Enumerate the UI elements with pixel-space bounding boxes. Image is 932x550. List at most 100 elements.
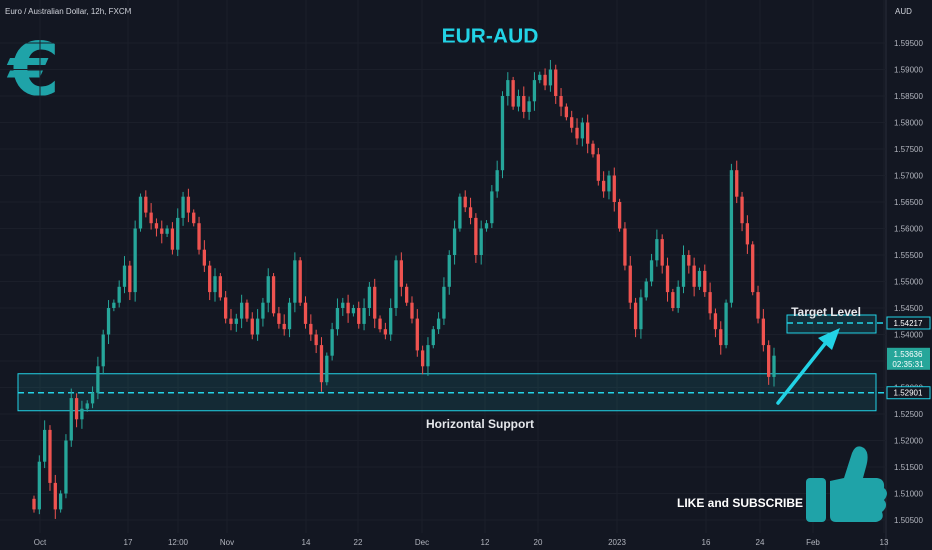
candle-body <box>389 308 393 335</box>
chart-title: EUR-AUD <box>442 25 539 48</box>
x-tick-label: 12:00 <box>168 538 189 547</box>
candle-body <box>208 265 212 293</box>
candle-body <box>633 302 638 330</box>
candle-body <box>697 270 702 287</box>
symbol-info: Euro / Australian Dollar, 12h, FXCM <box>5 7 132 16</box>
time-axis[interactable]: Oct 17 12:00 Nov 14 22 Dec 12 20 2023 16 24 Feb 13 <box>34 538 889 547</box>
candle-body <box>484 223 489 229</box>
target-price-tag-box <box>886 316 931 330</box>
candle-body <box>500 96 505 171</box>
candle-body <box>463 196 467 208</box>
candle-body <box>309 323 313 335</box>
candle-body <box>708 292 712 314</box>
current-price-tag: 1.53636 <box>894 350 923 359</box>
candle-body <box>170 228 175 250</box>
y-tick-label: 1.57500 <box>894 145 923 154</box>
candle-body <box>719 329 723 346</box>
candle-body <box>90 392 95 404</box>
candle-body <box>122 265 127 287</box>
candle-body <box>293 260 297 303</box>
candle-body <box>559 96 563 107</box>
candle-body <box>724 302 728 346</box>
candle-body <box>495 170 499 192</box>
target-level-label: Target Level <box>791 305 861 319</box>
candle-body <box>346 302 350 314</box>
candle-body <box>548 69 553 86</box>
y-tick-label: 1.52500 <box>894 410 923 419</box>
candle-body <box>580 122 584 139</box>
candle-body <box>149 212 153 224</box>
candle-body <box>144 196 148 213</box>
candle-body <box>586 122 590 144</box>
candle-body <box>197 223 201 250</box>
candle-body <box>58 493 63 510</box>
support-price-tag: 1.52901 <box>894 389 923 398</box>
candle-body <box>607 175 611 192</box>
candle-body <box>692 265 696 287</box>
candle-body <box>474 217 478 255</box>
candle-body <box>655 239 659 261</box>
candle-body <box>314 334 318 346</box>
candle-body <box>357 308 361 324</box>
candle-body <box>511 80 515 107</box>
thumbs-up-icon[interactable] <box>806 446 887 522</box>
candle-body <box>261 302 265 319</box>
candle-body <box>298 260 302 303</box>
candle-body <box>117 286 121 303</box>
candle-body <box>330 329 334 356</box>
candle-body <box>351 308 356 314</box>
candle-body <box>506 80 510 96</box>
price-axis[interactable]: 1.59500 1.59000 1.58500 1.58000 1.57500 1.570… <box>886 39 931 525</box>
candle-body <box>165 228 169 234</box>
current-price-box <box>887 347 930 370</box>
y-tick-label: 1.56000 <box>894 225 923 234</box>
candle-body <box>756 292 760 319</box>
support-zone <box>17 373 877 412</box>
support-price-tag-box <box>886 386 931 400</box>
candle-body <box>522 96 526 112</box>
y-tick-label: 1.54500 <box>894 304 923 313</box>
candle-body <box>202 249 207 266</box>
x-tick-label: 13 <box>880 538 889 547</box>
y-tick-label: 1.51500 <box>894 463 923 472</box>
candle-body <box>64 440 68 494</box>
candle-body <box>751 244 755 293</box>
candle-body <box>96 366 100 393</box>
candle-body <box>479 228 483 255</box>
candle-body <box>468 207 473 218</box>
candle-body <box>367 286 372 308</box>
candle-body <box>213 276 217 293</box>
candle-body <box>687 255 691 266</box>
candle-body <box>37 461 41 510</box>
candle-body <box>160 228 164 234</box>
candle-body <box>570 117 574 128</box>
candle-body <box>538 74 542 81</box>
candle-body <box>740 196 744 224</box>
candle-body <box>617 202 622 229</box>
candle-body <box>772 355 776 377</box>
candle-body <box>735 170 739 197</box>
zones <box>17 314 886 412</box>
candle-body <box>442 286 446 319</box>
x-tick-label: Dec <box>415 538 429 547</box>
candle-body <box>394 260 398 308</box>
candle-body <box>303 302 308 324</box>
x-tick-label: Oct <box>34 538 47 547</box>
subscribe-cta: LIKE and SUBSCRIBE <box>677 496 803 510</box>
candle-body <box>761 318 766 346</box>
candle-body <box>644 281 648 298</box>
candle-body <box>80 408 84 420</box>
candle-body <box>575 127 579 139</box>
candle-body <box>325 355 329 383</box>
candle-body <box>154 223 159 229</box>
y-tick-label: 1.58000 <box>894 119 923 128</box>
candle-body <box>516 96 521 107</box>
y-tick-label: 1.58500 <box>894 92 923 101</box>
candle-body <box>133 228 137 293</box>
candle-body <box>106 308 111 335</box>
candle-body <box>745 223 750 245</box>
candle-body <box>681 255 686 287</box>
candle-body <box>554 69 558 96</box>
x-tick-label: 24 <box>756 538 765 547</box>
